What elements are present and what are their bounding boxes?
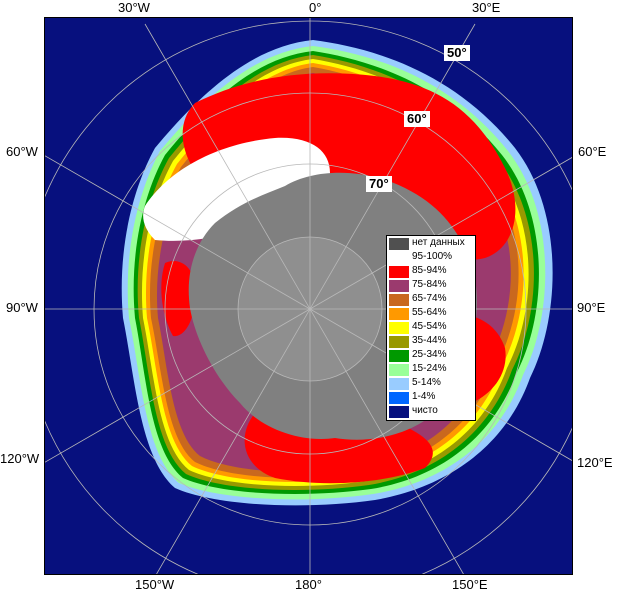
legend-swatch [389, 280, 409, 292]
lon-label-90e: 90°E [577, 300, 606, 315]
legend-swatch [389, 336, 409, 348]
lon-label-0: 0° [309, 0, 322, 15]
legend-swatch [389, 308, 409, 320]
legend-swatch [389, 266, 409, 278]
legend-item: 15-24% [389, 363, 475, 376]
legend-label: 85-94% [412, 265, 447, 276]
lat-label-70: 70° [366, 176, 392, 192]
lon-label-120w: 120°W [0, 451, 40, 466]
legend-swatch [389, 406, 409, 418]
legend-item: 35-44% [389, 335, 475, 348]
lon-label-60w: 60°W [6, 144, 38, 159]
lon-label-150w: 150°W [135, 577, 175, 592]
legend-label: 15-24% [412, 363, 447, 374]
lon-label-180: 180° [295, 577, 322, 592]
legend-item: 55-64% [389, 307, 475, 320]
legend-item: 1-4% [389, 391, 475, 404]
legend-label: 55-64% [412, 307, 447, 318]
legend-label: нет данных [412, 237, 465, 248]
legend: нет данных 95-100% 85-94% 75-84% 65-74% 55-64… [386, 235, 476, 421]
legend-swatch [389, 238, 409, 250]
lon-label-30e: 30°E [472, 0, 501, 15]
legend-swatch [389, 294, 409, 306]
legend-label: 1-4% [412, 391, 436, 402]
legend-item: чисто [389, 405, 475, 418]
legend-label: 25-34% [412, 349, 447, 360]
legend-item: 5-14% [389, 377, 475, 390]
lat-label-60: 60° [404, 111, 430, 127]
legend-swatch [389, 392, 409, 404]
legend-swatch [389, 364, 409, 376]
lon-label-90w: 90°W [6, 300, 38, 315]
legend-label: 35-44% [412, 335, 447, 346]
legend-item: 75-84% [389, 279, 475, 292]
lat-label-50: 50° [444, 45, 470, 61]
sea-ice-map: нет данных 95-100% 85-94% 75-84% 65-74% 55-64… [44, 17, 573, 575]
legend-item: 85-94% [389, 265, 475, 278]
lon-label-150e: 150°E [452, 577, 488, 592]
legend-label: 5-14% [412, 377, 441, 388]
legend-item: 25-34% [389, 349, 475, 362]
legend-label: 75-84% [412, 279, 447, 290]
lon-label-60e: 60°E [578, 144, 607, 159]
legend-label: 65-74% [412, 293, 447, 304]
legend-item: 95-100% [389, 251, 475, 264]
legend-swatch [389, 378, 409, 390]
polar-stereographic-map [45, 18, 572, 574]
legend-item: нет данных [389, 237, 475, 250]
lon-label-30w: 30°W [118, 0, 150, 15]
legend-swatch [389, 252, 409, 264]
lon-label-120e: 120°E [577, 455, 613, 470]
legend-item: 65-74% [389, 293, 475, 306]
legend-swatch [389, 350, 409, 362]
legend-label: чисто [412, 405, 438, 416]
legend-label: 45-54% [412, 321, 447, 332]
legend-swatch [389, 322, 409, 334]
legend-label: 95-100% [412, 251, 453, 262]
legend-item: 45-54% [389, 321, 475, 334]
